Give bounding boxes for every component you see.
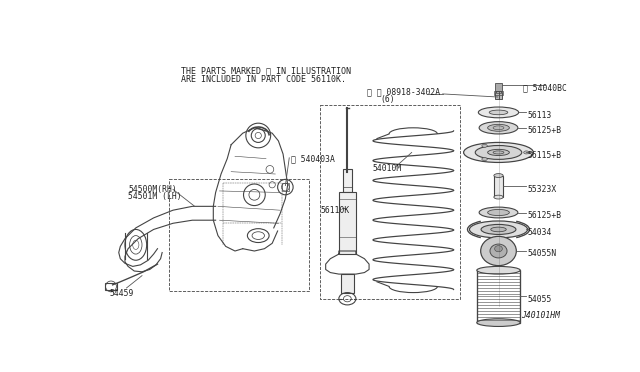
Ellipse shape [493,126,504,130]
Text: 54055: 54055 [528,295,552,304]
Ellipse shape [463,142,533,163]
Bar [339,192,356,254]
Bar [477,270,520,323]
Ellipse shape [489,110,508,115]
Bar [496,90,501,93]
Ellipse shape [481,236,516,266]
Bar [105,283,117,290]
Bar [495,83,502,91]
Ellipse shape [494,195,503,199]
Text: 56115+B: 56115+B [528,151,562,160]
Bar [495,92,502,99]
Ellipse shape [478,107,518,118]
Bar [494,176,503,197]
Ellipse shape [491,227,506,232]
Text: ARE INCLUDED IN PART CODE 56110K.: ARE INCLUDED IN PART CODE 56110K. [180,76,346,84]
Bar [282,183,289,191]
Text: 56110K: 56110K [320,206,349,215]
Ellipse shape [481,224,516,234]
Ellipse shape [469,221,527,238]
Ellipse shape [477,319,520,327]
Ellipse shape [493,151,504,154]
Text: 56125+B: 56125+B [528,126,562,135]
Ellipse shape [494,174,503,177]
Text: (6): (6) [381,96,396,105]
Text: 56113: 56113 [528,111,552,120]
Ellipse shape [479,207,518,218]
Ellipse shape [490,244,507,258]
Text: 54010M: 54010M [373,164,402,173]
Ellipse shape [476,145,522,159]
Ellipse shape [482,158,487,161]
Ellipse shape [524,151,529,154]
Text: 54459: 54459 [109,289,134,298]
Text: 55323X: 55323X [528,185,557,194]
Ellipse shape [479,122,518,134]
Text: ※ 540403A: ※ 540403A [291,155,335,164]
Text: 54055N: 54055N [528,250,557,259]
Text: ※ ⓝ 08918-3402A: ※ ⓝ 08918-3402A [367,88,440,97]
Bar [341,274,353,294]
Ellipse shape [488,124,509,131]
Text: ※ 54040BC: ※ 54040BC [524,83,567,92]
Text: 54500M(RH): 54500M(RH) [128,185,177,194]
Ellipse shape [477,266,520,274]
Bar [494,91,503,95]
Text: 56125+B: 56125+B [528,211,562,220]
Ellipse shape [488,209,509,216]
Text: THE PARTS MARKED ※ IN ILLUSTRATION: THE PARTS MARKED ※ IN ILLUSTRATION [180,66,351,75]
Ellipse shape [495,246,502,252]
Text: 54501M (LH): 54501M (LH) [128,192,182,202]
Text: 54034: 54034 [528,228,552,237]
Text: J40101HM: J40101HM [522,311,561,320]
Ellipse shape [488,150,509,155]
Ellipse shape [482,144,487,147]
Bar [343,169,352,192]
